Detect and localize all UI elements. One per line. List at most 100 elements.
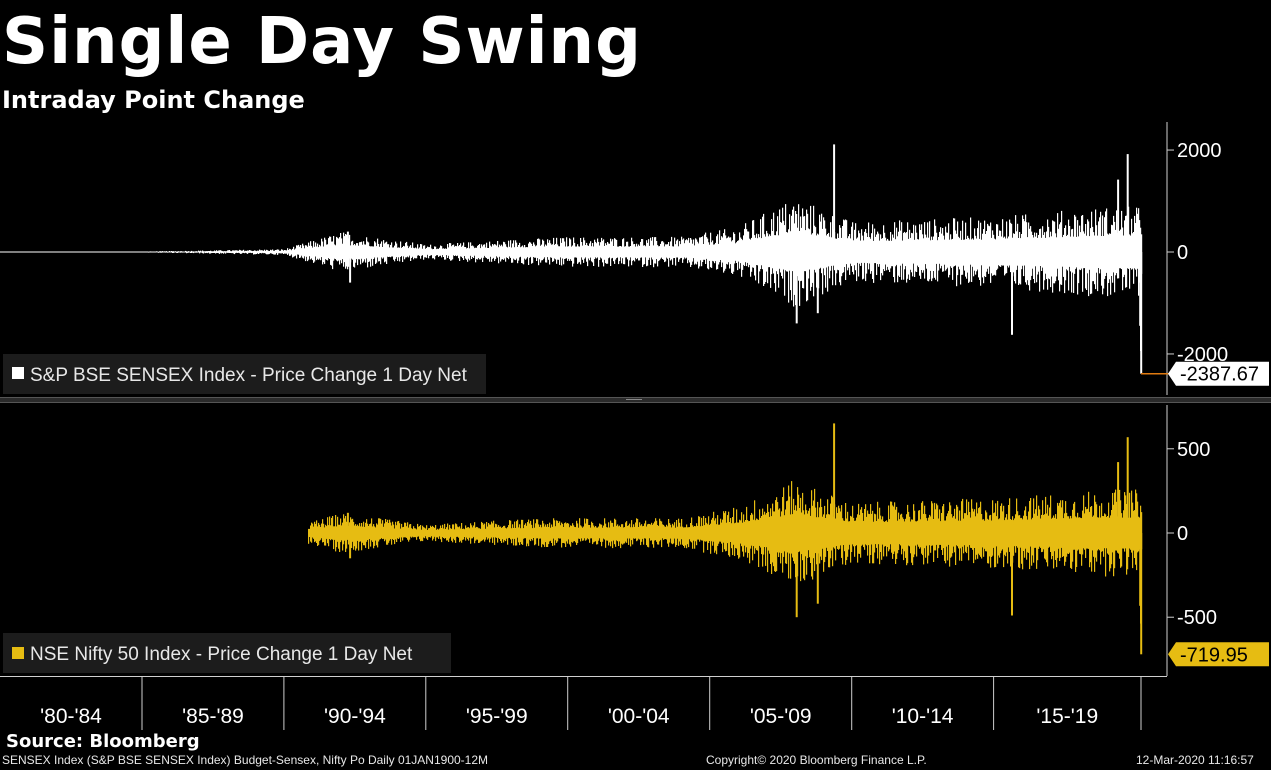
nifty-bar bbox=[622, 524, 624, 545]
nifty-bar bbox=[621, 524, 623, 544]
sensex-bar bbox=[235, 250, 237, 253]
sensex-bar bbox=[158, 251, 160, 253]
nifty-bar bbox=[868, 513, 870, 546]
sensex-bar bbox=[195, 251, 197, 253]
sensex-bar bbox=[157, 251, 159, 253]
sensex-bar bbox=[1126, 215, 1128, 288]
sensex-bar bbox=[228, 250, 230, 253]
nifty-bar bbox=[787, 500, 789, 553]
sensex-bar bbox=[862, 235, 864, 280]
sensex-bar bbox=[219, 250, 221, 254]
sensex-bar bbox=[326, 244, 328, 260]
nifty-bar bbox=[811, 490, 813, 577]
x-period-label: '05-'09 bbox=[750, 705, 812, 728]
sensex-bar bbox=[416, 248, 418, 259]
nifty-bar bbox=[850, 515, 852, 563]
nifty-bar bbox=[1018, 515, 1020, 568]
sensex-bar bbox=[984, 220, 986, 277]
sensex-bar bbox=[907, 222, 909, 279]
sensex-bar bbox=[1027, 237, 1029, 281]
nifty-bar bbox=[471, 525, 473, 539]
nifty-bar bbox=[357, 524, 359, 541]
sensex-bar bbox=[590, 241, 592, 258]
sensex-bar bbox=[180, 251, 182, 253]
nifty-bar bbox=[790, 514, 792, 579]
sensex-bar bbox=[947, 232, 949, 268]
nifty-bar bbox=[769, 516, 771, 554]
nifty-bar bbox=[500, 526, 502, 542]
nifty-bar bbox=[480, 528, 482, 542]
sensex-bar bbox=[232, 250, 234, 254]
sensex-bar bbox=[542, 239, 544, 261]
nifty-bar bbox=[315, 523, 317, 542]
nifty-bar bbox=[920, 519, 922, 548]
nifty-bar bbox=[1040, 518, 1042, 548]
sensex-bar bbox=[566, 237, 568, 259]
x-period-label: '85-'89 bbox=[182, 705, 244, 728]
sensex-bar bbox=[141, 251, 143, 253]
nifty-bar bbox=[320, 527, 322, 540]
nifty-bar bbox=[1007, 519, 1009, 564]
sensex-bar bbox=[879, 240, 881, 265]
sensex-bar bbox=[960, 230, 962, 285]
sensex-bar bbox=[1061, 210, 1063, 285]
nifty-bar bbox=[353, 521, 355, 550]
nifty-bar bbox=[415, 528, 417, 538]
nifty-bar bbox=[675, 527, 677, 547]
sensex-bar bbox=[837, 233, 839, 270]
x-period-label: '90-'94 bbox=[324, 705, 386, 728]
sensex-bar bbox=[640, 241, 642, 258]
nifty-bar bbox=[1099, 505, 1101, 551]
sensex-bar bbox=[486, 242, 488, 259]
sensex-bar bbox=[251, 250, 253, 254]
nifty-bar bbox=[692, 525, 694, 549]
nifty-bar bbox=[476, 526, 478, 540]
sensex-bar bbox=[262, 250, 264, 253]
nifty-bar bbox=[885, 521, 887, 546]
nifty-bar bbox=[1088, 491, 1090, 549]
nifty-bar bbox=[360, 526, 362, 542]
nifty-bar bbox=[930, 516, 932, 553]
nifty-bar bbox=[717, 515, 719, 546]
sensex-bar bbox=[1113, 215, 1115, 273]
nifty-bar bbox=[889, 519, 891, 550]
nifty-bar bbox=[736, 509, 738, 549]
sensex-bar bbox=[488, 248, 490, 259]
nifty-bar bbox=[351, 519, 353, 548]
nifty-bar bbox=[848, 521, 850, 550]
nifty-bar bbox=[344, 518, 346, 541]
nifty-bar bbox=[507, 527, 509, 545]
sensex-bar bbox=[505, 244, 507, 262]
nifty-bar bbox=[1052, 517, 1054, 556]
sensex-bar bbox=[869, 237, 871, 264]
sensex-bar bbox=[1070, 236, 1072, 272]
sensex-bar bbox=[905, 233, 907, 267]
nifty-bar bbox=[633, 524, 635, 539]
nifty-bar bbox=[681, 519, 683, 540]
sensex-bar bbox=[802, 208, 804, 288]
sensex-bar bbox=[697, 241, 699, 262]
sensex-bar bbox=[743, 235, 745, 265]
nifty-bar bbox=[458, 527, 460, 538]
nifty-bar bbox=[1134, 510, 1136, 558]
nifty-bar bbox=[689, 527, 691, 540]
nifty-bar bbox=[815, 507, 817, 554]
nifty-bar bbox=[542, 520, 544, 545]
sensex-bar bbox=[756, 233, 758, 265]
nifty-bar bbox=[526, 525, 528, 547]
sensex-bar bbox=[258, 250, 260, 254]
sensex-bar bbox=[988, 225, 990, 274]
nifty-bar bbox=[981, 514, 983, 559]
nifty-bar bbox=[497, 526, 499, 543]
sensex-bar bbox=[198, 250, 200, 253]
nifty-bar bbox=[1135, 489, 1137, 565]
sensex-bar bbox=[366, 237, 368, 259]
sensex-bar bbox=[47, 251, 49, 253]
sensex-legend-label: S&P BSE SENSEX Index - Price Change 1 Da… bbox=[30, 365, 468, 386]
sensex-bar bbox=[688, 237, 690, 261]
sensex-bar bbox=[877, 231, 879, 265]
nifty-bar bbox=[804, 514, 806, 581]
sensex-bar bbox=[599, 245, 601, 260]
nifty-bar bbox=[488, 523, 490, 539]
nifty-bar bbox=[338, 524, 340, 549]
